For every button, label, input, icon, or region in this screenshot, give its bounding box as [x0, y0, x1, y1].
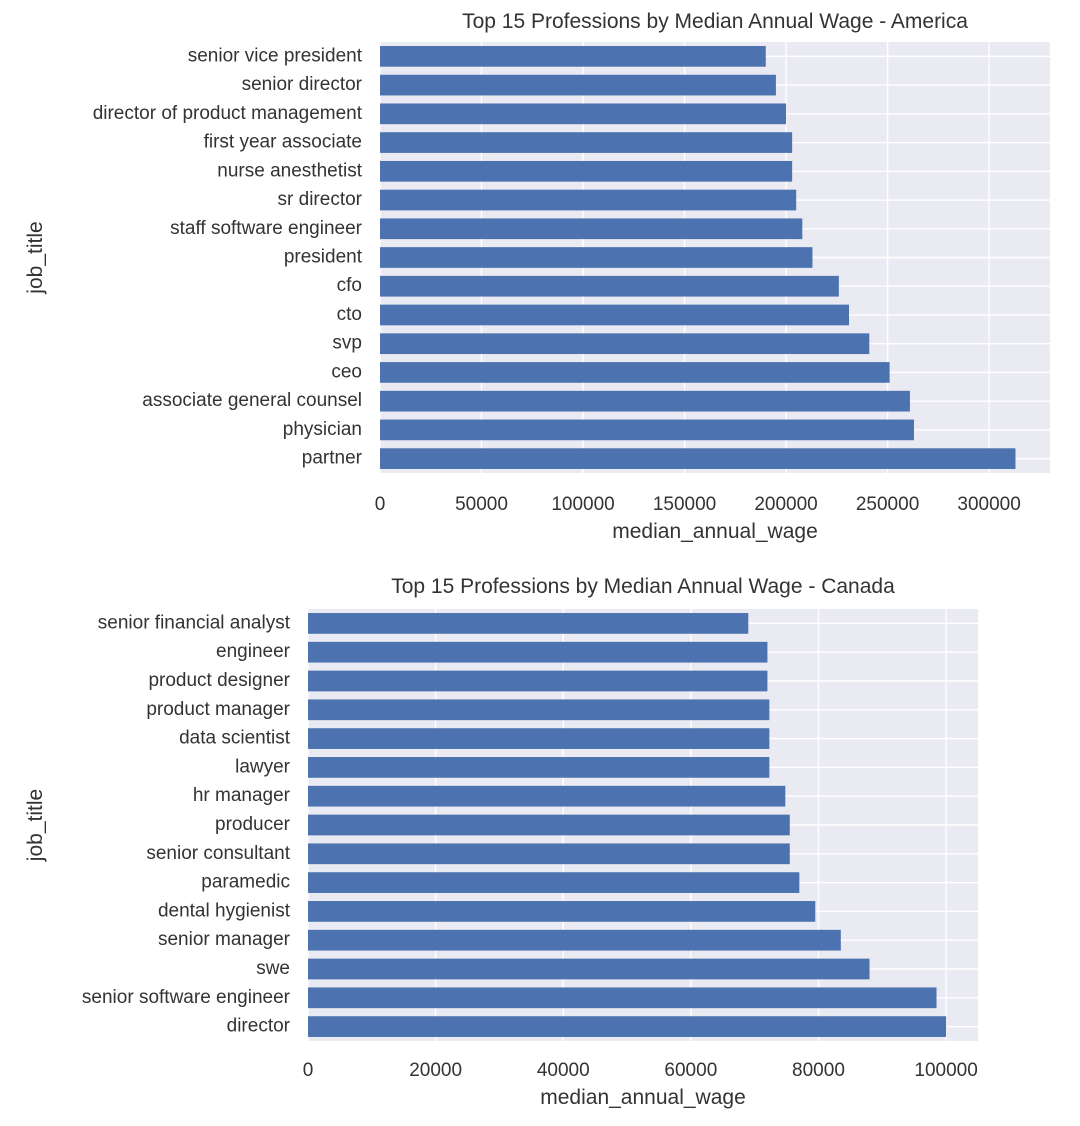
america-x-tick-label: 100000: [551, 494, 614, 515]
canada-x-tick-label: 60000: [664, 1060, 717, 1081]
canada-bar-paramedic: [308, 872, 800, 893]
america-y-tick-label: sr director: [278, 189, 363, 210]
america-bar-first-year-associate: [380, 132, 793, 153]
america-x-tick-label: 200000: [754, 494, 817, 515]
america-y-tick-label: partner: [302, 448, 363, 469]
canada-x-tick-label: 0: [303, 1060, 314, 1081]
america-y-tick-label: first year associate: [204, 132, 362, 153]
canada-y-tick-label: senior consultant: [146, 843, 290, 864]
america-bar-svp: [380, 333, 870, 355]
canada-bar-data-scientist: [308, 728, 770, 749]
canada-bar-swe: [308, 958, 870, 980]
america-bar-sr-director: [380, 189, 797, 211]
america-bar-ceo: [380, 362, 890, 383]
america-y-tick-label: svp: [332, 333, 362, 354]
canada-bar-senior-software-engineer: [308, 987, 937, 1009]
america-x-tick-label: 300000: [957, 494, 1020, 515]
america-bar-staff-software-engineer: [380, 218, 803, 240]
canada-y-tick-label: data scientist: [179, 728, 291, 749]
canada-bar-dental-hygienist: [308, 901, 816, 922]
canada-bar-director: [308, 1016, 947, 1037]
canada-bar-product-designer: [308, 670, 768, 692]
canada-bar-hr-manager: [308, 785, 786, 807]
america-bar-cto: [380, 304, 849, 326]
canada-y-tick-label: senior financial analyst: [98, 612, 291, 633]
canada-x-tick-label: 20000: [409, 1060, 462, 1081]
america-bar-cfo: [380, 275, 839, 297]
canada-y-tick-label: product manager: [146, 699, 290, 720]
canada-y-tick-label: senior manager: [158, 929, 291, 950]
america-wage-chart: senior vice president senior director dire…: [24, 10, 1050, 543]
america-chart-title: Top 15 Professions by Median Annual Wage…: [462, 10, 968, 33]
america-y-tick-label: associate general counsel: [142, 390, 362, 411]
canada-bar-senior-consultant: [308, 843, 790, 865]
canada-y-tick-label: product designer: [148, 670, 290, 691]
canada-y-tick-label: dental hygienist: [158, 900, 291, 921]
canada-x-axis-label: median_annual_wage: [540, 1086, 746, 1109]
america-y-tick-label: senior director: [242, 74, 363, 95]
canada-x-tick-label: 80000: [792, 1060, 845, 1081]
canada-bar-producer: [308, 814, 790, 836]
canada-x-tick-label: 40000: [537, 1060, 590, 1081]
canada-y-tick-label: director: [227, 1016, 291, 1037]
canada-bar-senior-manager: [308, 929, 841, 951]
america-bar-director-of-product-management: [380, 103, 787, 125]
america-y-tick-label: cfo: [337, 275, 362, 296]
canada-y-axis-label: job_title: [24, 789, 47, 862]
canada-y-tick-label: senior software engineer: [82, 987, 291, 1008]
canada-y-tick-label: lawyer: [235, 756, 291, 777]
canada-y-tick-label: engineer: [216, 641, 291, 662]
canada-bar-senior-financial-analyst: [308, 613, 749, 634]
canada-bar-engineer: [308, 641, 768, 663]
america-bar-senior-vice-president: [380, 46, 766, 67]
canada-bar-lawyer: [308, 757, 770, 778]
canada-y-tick-label: hr manager: [193, 785, 291, 806]
america-x-tick-label: 50000: [455, 494, 508, 515]
america-bar-physician: [380, 419, 914, 441]
america-y-tick-label: cto: [337, 304, 362, 325]
canada-wage-chart: senior financial analyst engineer product …: [24, 575, 978, 1109]
canada-x-tick-label: 100000: [914, 1060, 977, 1081]
canada-bar-product-manager: [308, 699, 770, 721]
america-y-tick-label: president: [284, 247, 363, 268]
america-bar-associate-general-counsel: [380, 390, 910, 412]
america-x-tick-label: 250000: [856, 494, 919, 515]
america-x-tick-label: 150000: [653, 494, 716, 515]
america-x-tick-label: 0: [375, 494, 386, 515]
america-y-tick-label: senior vice president: [188, 45, 363, 66]
america-bar-senior-director: [380, 74, 776, 96]
america-y-tick-label: ceo: [331, 361, 362, 382]
america-y-axis-label: job_title: [24, 221, 47, 294]
america-bar-partner: [380, 448, 1016, 469]
canada-y-tick-label: producer: [215, 814, 291, 835]
america-y-tick-label: nurse anesthetist: [217, 160, 362, 181]
america-bar-president: [380, 247, 813, 268]
america-y-tick-label: staff software engineer: [170, 218, 363, 239]
canada-chart-title: Top 15 Professions by Median Annual Wage…: [391, 575, 895, 598]
america-y-tick-label: director of product management: [93, 103, 363, 124]
canada-y-tick-label: swe: [256, 958, 290, 979]
america-y-tick-label: physician: [283, 419, 362, 440]
canada-y-tick-label: paramedic: [201, 872, 290, 893]
america-x-axis-label: median_annual_wage: [612, 520, 818, 543]
america-bar-nurse-anesthetist: [380, 160, 793, 182]
